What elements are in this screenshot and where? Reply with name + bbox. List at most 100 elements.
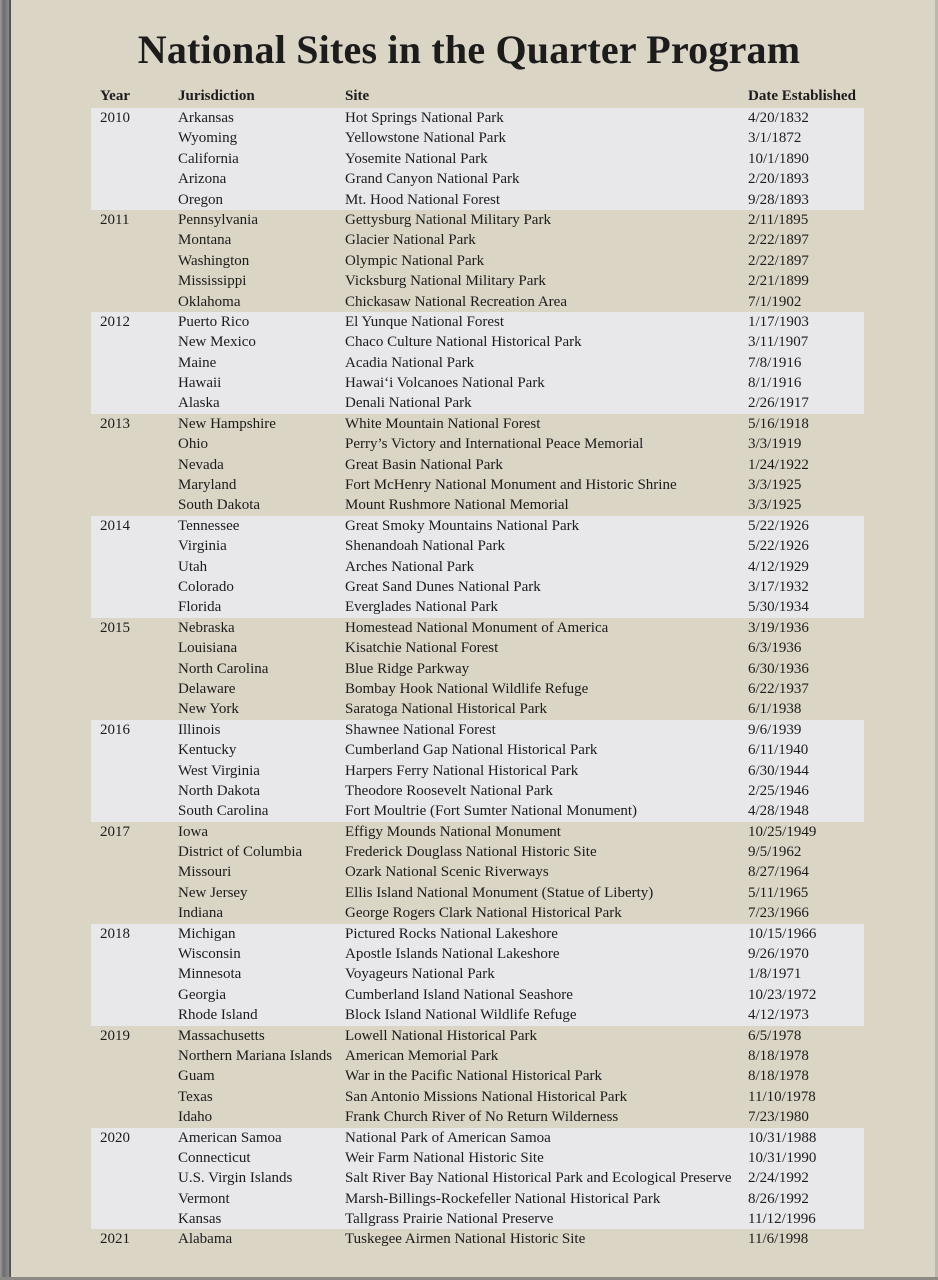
table-row: New York Saratoga National Historical Par… xyxy=(91,699,864,719)
table-row: Utah Arches National Park 4/12/1929 xyxy=(91,557,864,577)
jurisdiction-cell: New Hampshire xyxy=(178,415,276,432)
jurisdiction-cell: Colorado xyxy=(178,578,234,595)
jurisdiction-cell: Kansas xyxy=(178,1211,222,1228)
table-row: Alaska Denali National Park 2/26/1917 xyxy=(91,393,864,413)
date-cell: 8/18/1978 xyxy=(748,1047,809,1064)
year-cell: 2016 xyxy=(100,721,130,738)
date-cell: 2/21/1899 xyxy=(748,273,809,290)
date-cell: 3/3/1925 xyxy=(748,477,802,494)
site-cell: Theodore Roosevelt National Park xyxy=(345,782,553,799)
year-cell: 2019 xyxy=(100,1027,130,1044)
jurisdiction-cell: New Jersey xyxy=(178,884,248,901)
year-cell: 2011 xyxy=(100,211,130,228)
date-cell: 7/23/1966 xyxy=(748,905,809,922)
date-cell: 2/11/1895 xyxy=(748,211,809,228)
year-cell: 2014 xyxy=(100,517,130,534)
date-cell: 5/30/1934 xyxy=(748,599,809,616)
site-cell: Kisatchie National Forest xyxy=(345,640,499,657)
site-cell: Frederick Douglass National Historic Sit… xyxy=(345,844,597,861)
jurisdiction-cell: Maine xyxy=(178,354,217,371)
site-cell: El Yunque National Forest xyxy=(345,313,505,330)
jurisdiction-cell: Missouri xyxy=(178,864,232,881)
table-row: Connecticut Weir Farm National Historic S… xyxy=(91,1148,864,1168)
date-cell: 6/11/1940 xyxy=(748,742,809,759)
jurisdiction-cell: Tennessee xyxy=(178,517,240,534)
jurisdiction-cell: Hawaii xyxy=(178,375,222,392)
year-cell: 2017 xyxy=(100,823,130,840)
jurisdiction-cell: Nebraska xyxy=(178,619,235,636)
date-cell: 3/19/1936 xyxy=(748,619,809,636)
date-cell: 4/12/1973 xyxy=(748,1007,809,1024)
table-row: Mississippi Vicksburg National Military P… xyxy=(91,271,864,291)
date-cell: 1/17/1903 xyxy=(748,313,809,330)
jurisdiction-cell: Mississippi xyxy=(178,273,247,290)
table-row: West Virginia Harpers Ferry National Hist… xyxy=(91,761,864,781)
jurisdiction-cell: Rhode Island xyxy=(178,1007,258,1024)
site-cell: Everglades National Park xyxy=(345,599,499,616)
jurisdiction-cell: U.S. Virgin Islands xyxy=(178,1170,293,1187)
year-cell: 2015 xyxy=(100,619,130,636)
jurisdiction-cell: Alabama xyxy=(178,1231,233,1248)
table-row: North Dakota Theodore Roosevelt National … xyxy=(91,781,864,801)
date-cell: 1/24/1922 xyxy=(748,456,809,473)
jurisdiction-cell: Arizona xyxy=(178,171,227,188)
jurisdiction-cell: Idaho xyxy=(178,1109,213,1126)
table-row: 2021 Alabama Tuskegee Airmen National Hist… xyxy=(91,1229,864,1249)
site-cell: Cumberland Gap National Historical Park xyxy=(345,742,598,759)
table-row: 2013 New Hampshire White Mountain National… xyxy=(91,414,864,434)
jurisdiction-cell: Oregon xyxy=(178,191,223,208)
table-row: Vermont Marsh-Billings-Rockefeller Nation… xyxy=(91,1189,864,1209)
site-cell: Vicksburg National Military Park xyxy=(345,273,546,290)
table-row: Colorado Great Sand Dunes National Park 3/… xyxy=(91,577,864,597)
year-group: 2019 Massachusetts Lowell National Histori… xyxy=(91,1026,864,1128)
table-row: Idaho Frank Church River of No Return Wil… xyxy=(91,1107,864,1127)
site-cell: National Park of American Samoa xyxy=(345,1129,551,1146)
date-cell: 10/23/1972 xyxy=(748,986,817,1003)
site-cell: San Antonio Missions National Historical… xyxy=(345,1088,628,1105)
table-row: Kansas Tallgrass Prairie National Preserv… xyxy=(91,1209,864,1229)
jurisdiction-cell: North Dakota xyxy=(178,782,261,799)
page-title: National Sites in the Quarter Program xyxy=(137,27,801,72)
table-row: Guam War in the Pacific National Historic… xyxy=(91,1066,864,1086)
jurisdiction-cell: Washington xyxy=(178,252,250,269)
table-row: North Carolina Blue Ridge Parkway 6/30/193… xyxy=(91,659,864,679)
jurisdiction-cell: Northern Mariana Islands xyxy=(178,1047,333,1064)
site-cell: Ellis Island National Monument (Statue o… xyxy=(345,884,654,901)
date-cell: 10/15/1966 xyxy=(748,925,817,942)
year-group: 2018 Michigan Pictured Rocks National Lake… xyxy=(91,923,864,1026)
table-row: 2014 Tennessee Great Smoky Mountains Natio… xyxy=(91,516,864,536)
date-cell: 10/31/1990 xyxy=(748,1149,817,1166)
date-cell: 2/20/1893 xyxy=(748,171,809,188)
date-cell: 8/18/1978 xyxy=(748,1068,809,1085)
table-row: Maine Acadia National Park 7/8/1916 xyxy=(91,353,864,373)
site-cell: Weir Farm National Historic Site xyxy=(345,1149,544,1166)
table-row: 2012 Puerto Rico El Yunque National Forest… xyxy=(91,312,864,332)
site-cell: Salt River Bay National Historical Park … xyxy=(345,1170,732,1187)
table-row: U.S. Virgin Islands Salt River Bay Nation… xyxy=(91,1168,864,1188)
jurisdiction-cell: Iowa xyxy=(178,823,208,840)
header-date-established: Date Established xyxy=(748,88,856,104)
site-cell: Shenandoah National Park xyxy=(345,538,505,555)
site-cell: Yellowstone National Park xyxy=(345,130,506,147)
site-cell: Block Island National Wildlife Refuge xyxy=(345,1007,577,1024)
date-cell: 2/22/1897 xyxy=(748,252,809,269)
site-cell: Ozark National Scenic Riverways xyxy=(345,864,549,881)
date-cell: 6/30/1936 xyxy=(748,660,809,677)
site-cell: Great Basin National Park xyxy=(345,456,503,473)
date-cell: 6/3/1936 xyxy=(748,640,802,657)
date-cell: 2/26/1917 xyxy=(748,395,809,412)
jurisdiction-cell: Alaska xyxy=(178,395,220,412)
table-row: California Yosemite National Park 10/1/189… xyxy=(91,149,864,169)
table-row: 2017 Iowa Effigy Mounds National Monument 1… xyxy=(91,822,864,842)
site-cell: Tallgrass Prairie National Preserve xyxy=(345,1211,554,1228)
jurisdiction-cell: Virginia xyxy=(178,538,227,555)
table-row: Minnesota Voyageurs National Park 1/8/1971 xyxy=(91,964,864,984)
year-cell: 2010 xyxy=(100,110,130,126)
header-year: Year xyxy=(100,88,130,104)
site-cell: Voyageurs National Park xyxy=(345,966,495,983)
date-cell: 6/30/1944 xyxy=(748,762,809,779)
site-cell: Marsh-Billings-Rockefeller National Hist… xyxy=(345,1190,661,1207)
year-cell: 2013 xyxy=(100,415,130,432)
table-row: Indiana George Rogers Clark National Hist… xyxy=(91,903,864,923)
table-row: Washington Olympic National Park 2/22/1897 xyxy=(91,251,864,271)
